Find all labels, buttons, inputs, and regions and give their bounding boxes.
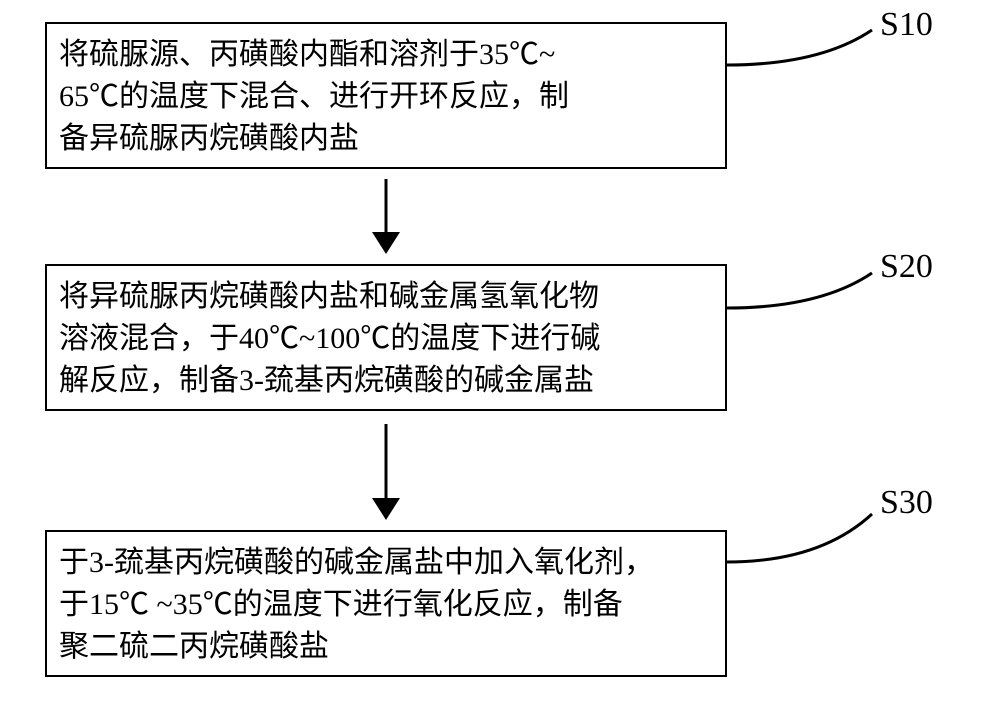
- callout-line-s30: [0, 0, 1000, 726]
- flowchart-canvas: 将硫脲源、丙磺酸内酯和溶剂于35℃~ 65℃的温度下混合、进行开环反应，制 备异…: [0, 0, 1000, 726]
- step-label-s30: S30: [880, 484, 933, 522]
